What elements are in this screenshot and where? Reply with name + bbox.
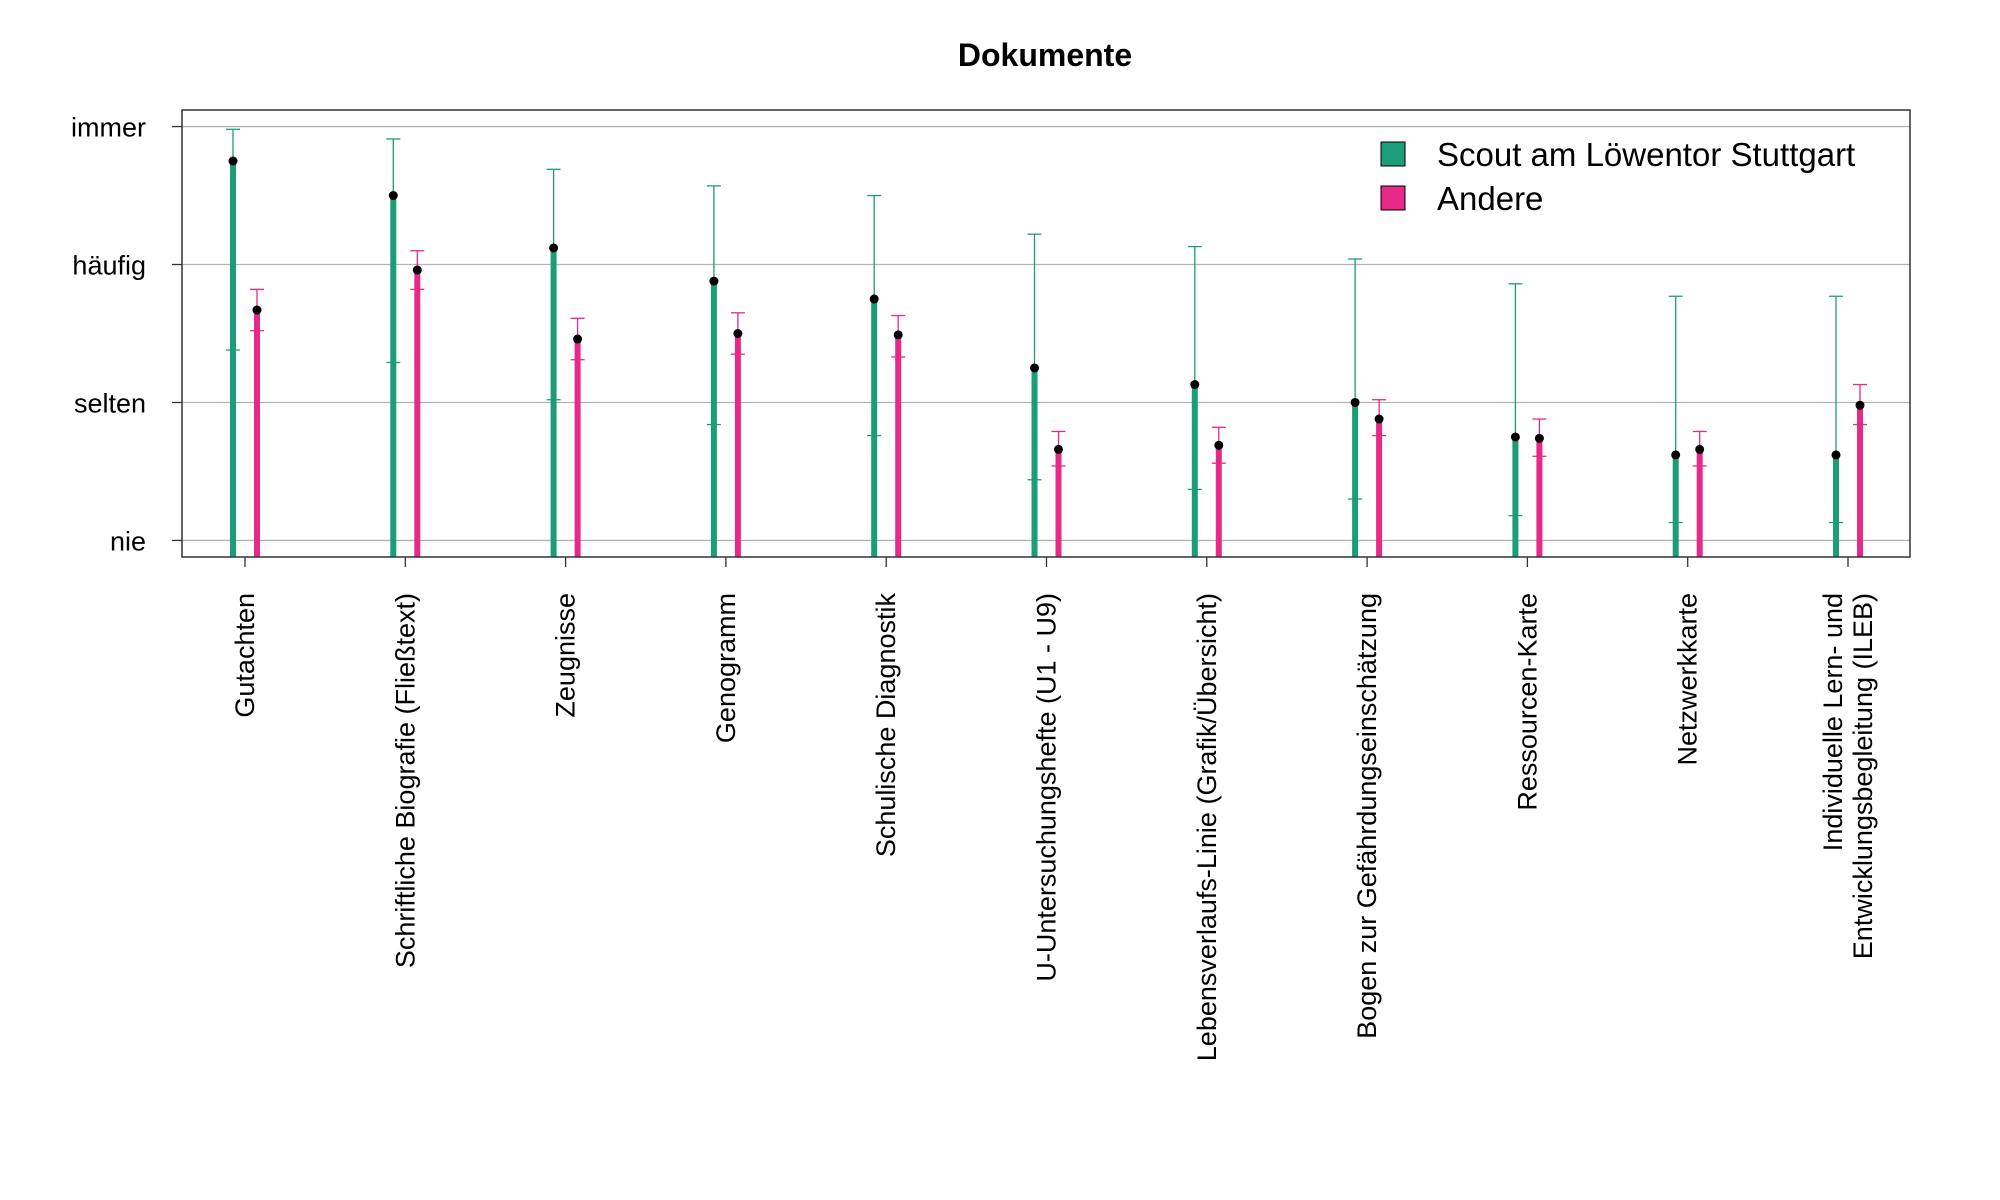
mean-point — [1695, 444, 1705, 454]
legend: Scout am Löwentor Stuttgart Andere — [1380, 136, 1855, 217]
xtick-label: Ressourcen-Karte — [1512, 593, 1542, 811]
mean-point — [252, 305, 262, 315]
xtick-label: Gutachten — [230, 593, 260, 718]
ytick-label: selten — [74, 388, 146, 418]
mean-point — [869, 294, 879, 304]
mean-point — [1374, 414, 1384, 424]
mean-point — [1350, 397, 1360, 407]
xtick-label: U-Untersuchungshefte (U1 - U9) — [1032, 593, 1062, 982]
mean-point — [709, 276, 719, 286]
xtick-label: Entwicklungsbegleitung (ILEB) — [1848, 593, 1878, 959]
plot-frame — [181, 109, 1911, 558]
mean-point — [573, 334, 583, 344]
mean-point — [228, 156, 238, 166]
bars-layer — [226, 128, 1867, 557]
mean-point — [1030, 363, 1039, 373]
mean-point — [388, 191, 398, 201]
xtick-label: Zeugnisse — [551, 593, 581, 718]
ytick-label: häufig — [72, 251, 146, 281]
xtick-label: Bogen zur Gefährdungseinschätzung — [1352, 593, 1382, 1039]
legend-label-scout: Scout am Löwentor Stuttgart — [1437, 136, 1855, 173]
legend-swatch-andere — [1380, 185, 1406, 211]
ytick-label: nie — [110, 526, 146, 556]
xtick-label: Schulische Diagnostik — [871, 593, 901, 858]
xtick-label: Schriftliche Biografie (Fließtext) — [390, 593, 420, 968]
mean-point — [1671, 450, 1681, 460]
mean-point — [1831, 450, 1841, 460]
xtick-label: Genogramm — [711, 593, 741, 743]
legend-swatch-scout — [1380, 141, 1406, 167]
chart-title: Dokumente — [958, 37, 1132, 73]
mean-point — [1855, 400, 1865, 410]
mean-point — [1190, 380, 1200, 390]
axes-layer: nie selten häufig immer Gutachten Schriftlich… — [71, 113, 1878, 1062]
mean-point — [1510, 432, 1520, 442]
mean-point — [733, 329, 743, 338]
mean-point — [1054, 444, 1063, 454]
xtick-label: Individuelle Lern- und — [1818, 593, 1848, 851]
mean-point — [893, 330, 903, 340]
grid-layer — [182, 125, 1910, 542]
mean-point — [549, 243, 559, 253]
xtick-label: Netzwerkkarte — [1673, 593, 1703, 766]
ytick-label: immer — [71, 113, 146, 143]
mean-point — [412, 265, 422, 275]
mean-point — [1534, 433, 1544, 443]
xtick-label: Lebensverlaufs-Linie (Grafik/Übersicht) — [1192, 593, 1222, 1061]
legend-label-andere: Andere — [1437, 180, 1543, 217]
mean-point — [1214, 440, 1224, 450]
